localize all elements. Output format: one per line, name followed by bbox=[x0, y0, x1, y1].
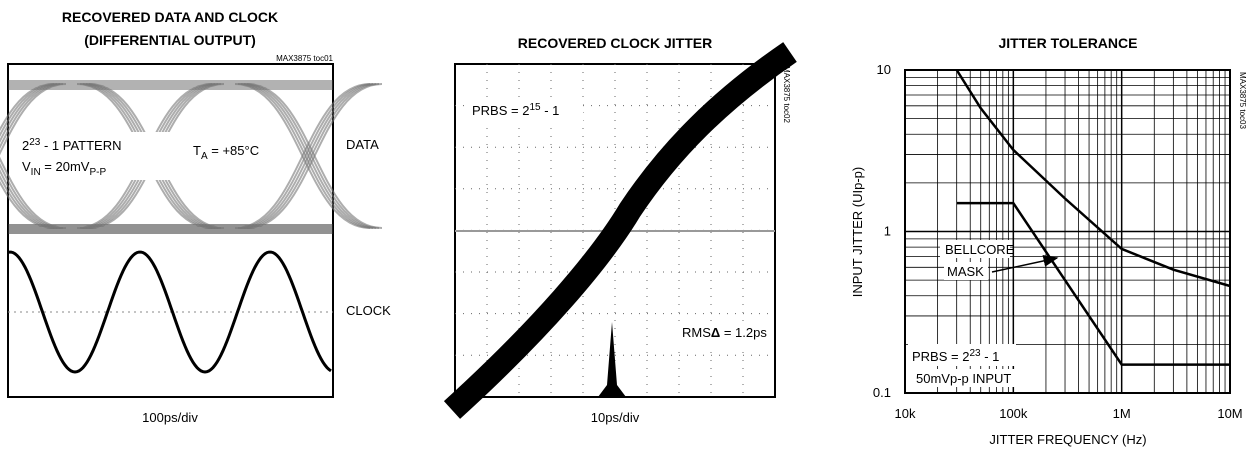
tag: MAX3875 toc01 bbox=[276, 54, 333, 63]
curve bbox=[957, 203, 1230, 365]
annotation-part: Δ bbox=[711, 325, 720, 340]
x-label: JITTER FREQUENCY (Hz) bbox=[989, 432, 1146, 447]
x-tick-label: 10k bbox=[895, 406, 916, 421]
annotation-part: = +85°C bbox=[208, 143, 259, 158]
trace-label: DATA bbox=[346, 137, 379, 152]
x-tick-label: 10M bbox=[1217, 406, 1242, 421]
annotation-part: 23 bbox=[969, 348, 981, 359]
annotation-part: 23 bbox=[29, 137, 41, 148]
annotation-part: 15 bbox=[529, 102, 541, 113]
annotation: RMSΔ = 1.2ps bbox=[682, 325, 767, 340]
annotation-part: RMS bbox=[682, 325, 711, 340]
figure: RECOVERED DATA AND CLOCK (DIFFERENTIAL O… bbox=[0, 0, 1254, 451]
eye-panel: RECOVERED DATA AND CLOCK (DIFFERENTIAL O… bbox=[0, 9, 391, 425]
annotation: PRBS = 215 - 1 bbox=[472, 102, 559, 118]
trace-label: CLOCK bbox=[346, 303, 391, 318]
title: JITTER TOLERANCE bbox=[999, 35, 1138, 51]
annotation-part: 2 bbox=[22, 138, 29, 153]
x-tick-label: 1M bbox=[1113, 406, 1131, 421]
annotation-part: PRBS = 2 bbox=[912, 349, 969, 364]
annotation-part: PRBS = 2 bbox=[472, 103, 529, 118]
y-tick-label: 10 bbox=[877, 62, 891, 77]
jitter-panel: RECOVERED CLOCK JITTER MAX3875 toc02 10p… bbox=[452, 35, 791, 425]
annotation-part: IN bbox=[31, 167, 41, 178]
annotation-part: - 1 bbox=[541, 103, 560, 118]
annotation-part: P-P bbox=[89, 167, 106, 178]
annotation-part: = 1.2ps bbox=[720, 325, 767, 340]
y-label: INPUT JITTER (UIp-p) bbox=[850, 167, 865, 298]
title: RECOVERED DATA AND CLOCK bbox=[62, 9, 278, 25]
arrow bbox=[992, 258, 1057, 272]
annotation-part: T bbox=[193, 143, 201, 158]
title: (DIFFERENTIAL OUTPUT) bbox=[84, 32, 256, 48]
annotation-part: V bbox=[22, 159, 31, 174]
x-label: 10ps/div bbox=[591, 410, 640, 425]
annotation-part: - 1 bbox=[981, 349, 1000, 364]
annotation-part: - 1 PATTERN bbox=[40, 138, 121, 153]
y-tick-label: 1 bbox=[884, 224, 891, 239]
x-label: 100ps/div bbox=[142, 410, 198, 425]
annotation: BELLCORE bbox=[945, 242, 1015, 257]
title: RECOVERED CLOCK JITTER bbox=[518, 35, 712, 51]
annotation: MASK bbox=[947, 264, 984, 279]
tag: MAX3875 toc03 bbox=[1238, 72, 1247, 129]
x-tick-label: 100k bbox=[999, 406, 1028, 421]
tag: MAX3875 toc02 bbox=[782, 66, 791, 123]
annotation: PRBS = 223 - 1 bbox=[912, 348, 999, 364]
y-tick-label: 0.1 bbox=[873, 385, 891, 400]
annotation-part: = 20mV bbox=[41, 159, 90, 174]
annotation: 50mVp-p INPUT bbox=[916, 371, 1011, 386]
tolerance-panel: JITTER TOLERANCE MAX3875 toc03 JITTER FR… bbox=[850, 35, 1247, 447]
